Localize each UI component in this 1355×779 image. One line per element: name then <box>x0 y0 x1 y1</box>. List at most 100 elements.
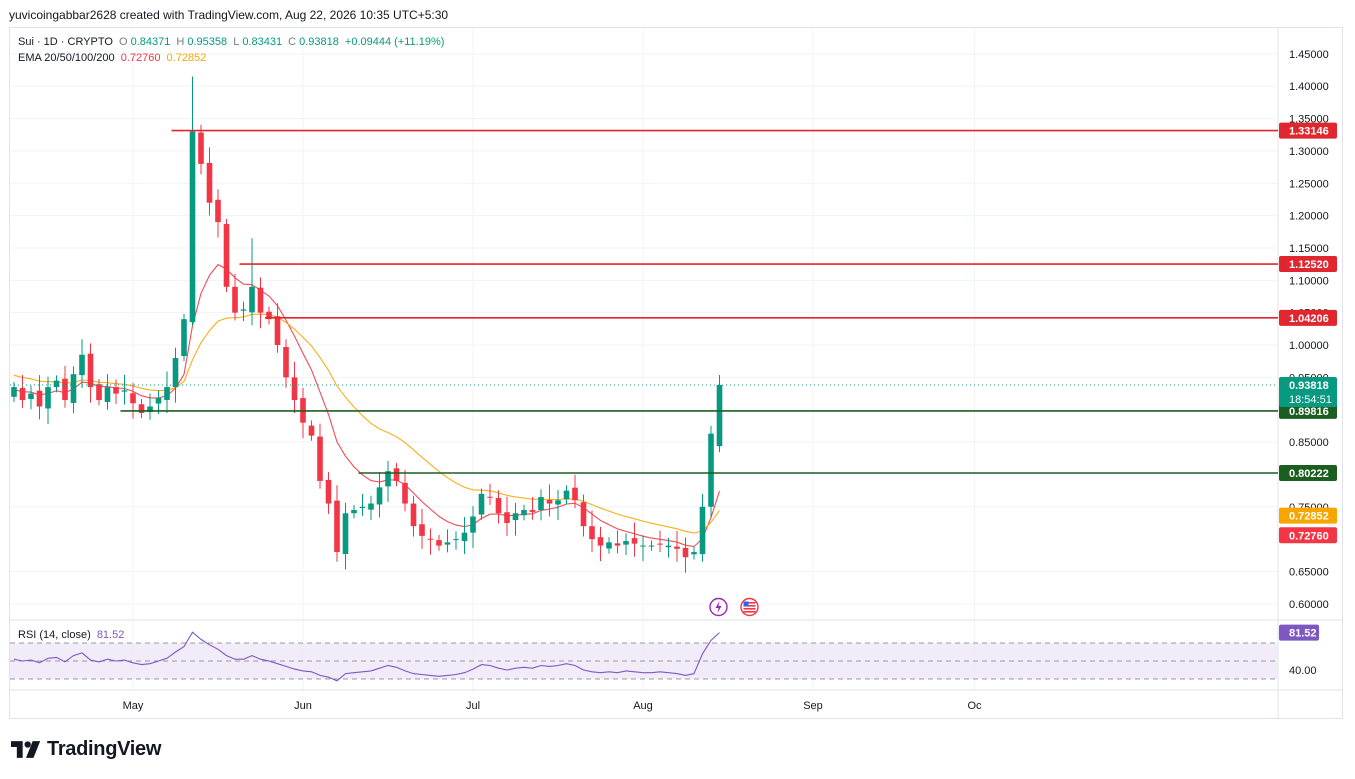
candle-down <box>410 503 417 527</box>
candle-up <box>691 552 697 555</box>
lightning-icon <box>709 597 728 617</box>
candle-down <box>232 286 238 313</box>
price-tags: 1.33146 1.12520 1.04206 0.89816 0.80222 0.938… <box>1279 122 1337 544</box>
ema-price-tag <box>1279 527 1337 544</box>
candle-up <box>70 374 77 403</box>
high-label: H <box>176 36 185 48</box>
candle-up <box>11 387 17 397</box>
resistance-level-tag <box>1279 122 1337 139</box>
rsi-pane: 40.00 81.52 <box>10 624 1319 682</box>
ema-price-value: 0.72760 <box>1289 530 1329 542</box>
bar-countdown: 18:54:51 <box>1289 394 1332 406</box>
chart-frame <box>9 27 1343 719</box>
level-value: 1.12520 <box>1289 259 1329 271</box>
candle-up <box>240 309 247 311</box>
event-icons <box>709 597 759 617</box>
ema-lines <box>13 263 721 548</box>
candle-up <box>538 497 544 511</box>
rsi-tick-label: 40.00 <box>1289 665 1317 677</box>
ema-price-value: 0.72852 <box>1289 511 1329 523</box>
price-tick-label: 0.65000 <box>1289 566 1329 578</box>
candle-up <box>699 506 706 555</box>
level-value: 1.04206 <box>1289 313 1329 325</box>
time-tick-label: May <box>123 700 144 712</box>
rsi-line <box>13 631 720 682</box>
tradingview-logo[interactable]: TradingView <box>11 738 161 760</box>
candle-down <box>325 479 332 504</box>
tradingview-logo-icon <box>11 740 41 758</box>
time-tick-label: Sep <box>803 700 823 712</box>
lightning-icon-bolt <box>715 601 722 613</box>
us-flag-icon-stripe <box>743 602 756 604</box>
candle-up <box>563 490 570 500</box>
candle-up <box>172 357 179 388</box>
candle-up <box>28 393 34 400</box>
us-flag-icon-ring <box>740 597 759 617</box>
candle-up <box>555 500 561 505</box>
tradingview-wordmark: TradingView <box>47 737 162 760</box>
candle-up <box>121 390 128 392</box>
us-flag-icon-stripe <box>743 608 756 610</box>
us-flag-icon-stripe <box>743 605 756 607</box>
candle-down <box>206 162 213 203</box>
price-tick-label: 0.85000 <box>1289 437 1329 449</box>
candle-up <box>249 286 255 313</box>
candle-down <box>682 547 689 558</box>
low-value: 0.83431 <box>242 36 283 48</box>
price-tick-label: 1.00000 <box>1289 340 1329 352</box>
symbol-legend: Sui · 1D · CRYPTO O 0.84371 H 0.95358 L 0.8… <box>18 36 447 48</box>
low-label: L <box>233 36 240 48</box>
ema-fast-line <box>13 263 721 548</box>
candle-down <box>130 393 136 404</box>
candle-up <box>155 398 162 404</box>
ema-fast-value: 0.72760 <box>120 52 161 64</box>
time-tick-label: Jun <box>294 700 312 712</box>
candle-up <box>359 506 366 509</box>
candle-up <box>521 510 527 516</box>
ema-price-tag <box>1279 507 1337 524</box>
candle-down <box>674 546 680 549</box>
candle-up <box>79 354 85 376</box>
candle-down <box>427 538 434 540</box>
price-tick-label: 0.60000 <box>1289 599 1329 611</box>
candle-down <box>198 132 204 164</box>
candle-down <box>308 425 315 436</box>
candle-down <box>614 543 621 546</box>
change-value: +0.09444 (+11.19%) <box>344 36 445 48</box>
candle-down <box>631 538 638 544</box>
price-tick-label: 1.45000 <box>1289 49 1329 61</box>
candle-down <box>487 496 493 498</box>
candle-up <box>181 319 187 357</box>
symbol-name: Sui · 1D · CRYPTO <box>18 36 113 48</box>
candle-down <box>87 353 94 388</box>
attribution: yuvicoingabbar2628 created with TradingV… <box>9 8 449 22</box>
candle-up <box>45 387 51 409</box>
candle-down <box>393 468 400 481</box>
candle-up <box>385 471 391 487</box>
price-tick-label: 1.25000 <box>1289 178 1329 190</box>
candle-up <box>716 385 723 447</box>
rsi-legend-value: 81.52 <box>96 629 125 641</box>
ema-slow-value: 0.72852 <box>166 52 207 64</box>
rsi-value-tag <box>1279 624 1319 641</box>
candle-up <box>376 487 383 505</box>
price-tick-label: 1.20000 <box>1289 211 1329 223</box>
candle-down <box>36 390 43 407</box>
candle-down <box>657 543 663 545</box>
candle-up <box>665 545 672 548</box>
candle-down <box>402 482 408 504</box>
candle-down <box>334 500 340 553</box>
open-label: O <box>119 36 128 48</box>
candle-down <box>546 499 553 504</box>
candle-down <box>138 404 145 413</box>
close-value: 0.93818 <box>299 36 339 48</box>
candle-up <box>606 542 612 549</box>
candle-down <box>274 316 281 346</box>
ema-slow-line <box>13 313 720 534</box>
level-value: 0.89816 <box>1289 406 1329 418</box>
current-price-tag <box>1279 377 1337 408</box>
candle-up <box>147 406 153 412</box>
candle-down <box>291 377 298 401</box>
candle-down <box>572 487 578 501</box>
